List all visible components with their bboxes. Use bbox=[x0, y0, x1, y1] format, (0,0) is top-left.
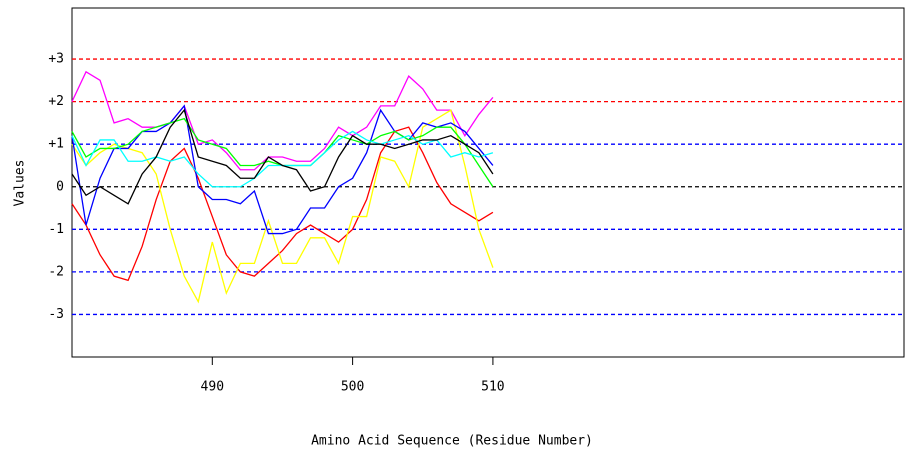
y-axis-label: Values bbox=[13, 160, 28, 207]
series-line bbox=[71, 109, 494, 304]
series-line bbox=[71, 104, 494, 235]
series-line bbox=[71, 117, 494, 188]
y-tick-label: -2 bbox=[48, 264, 64, 279]
y-tick-label: +2 bbox=[48, 94, 64, 109]
x-tick-label: 510 bbox=[481, 380, 504, 395]
series-line bbox=[71, 126, 494, 282]
series-line bbox=[71, 70, 494, 171]
plot-frame bbox=[71, 7, 905, 358]
x-tick-label: 500 bbox=[341, 380, 364, 395]
x-axis-label: Amino Acid Sequence (Residue Number) bbox=[311, 434, 593, 449]
y-tick-label: -1 bbox=[48, 222, 64, 237]
series-line bbox=[71, 108, 494, 205]
y-tick-label: +3 bbox=[48, 52, 64, 67]
y-tick-label: +1 bbox=[48, 137, 64, 152]
y-tick-label: 0 bbox=[56, 179, 64, 194]
y-tick-label: -3 bbox=[48, 307, 64, 322]
x-tick-label: 490 bbox=[201, 380, 224, 395]
